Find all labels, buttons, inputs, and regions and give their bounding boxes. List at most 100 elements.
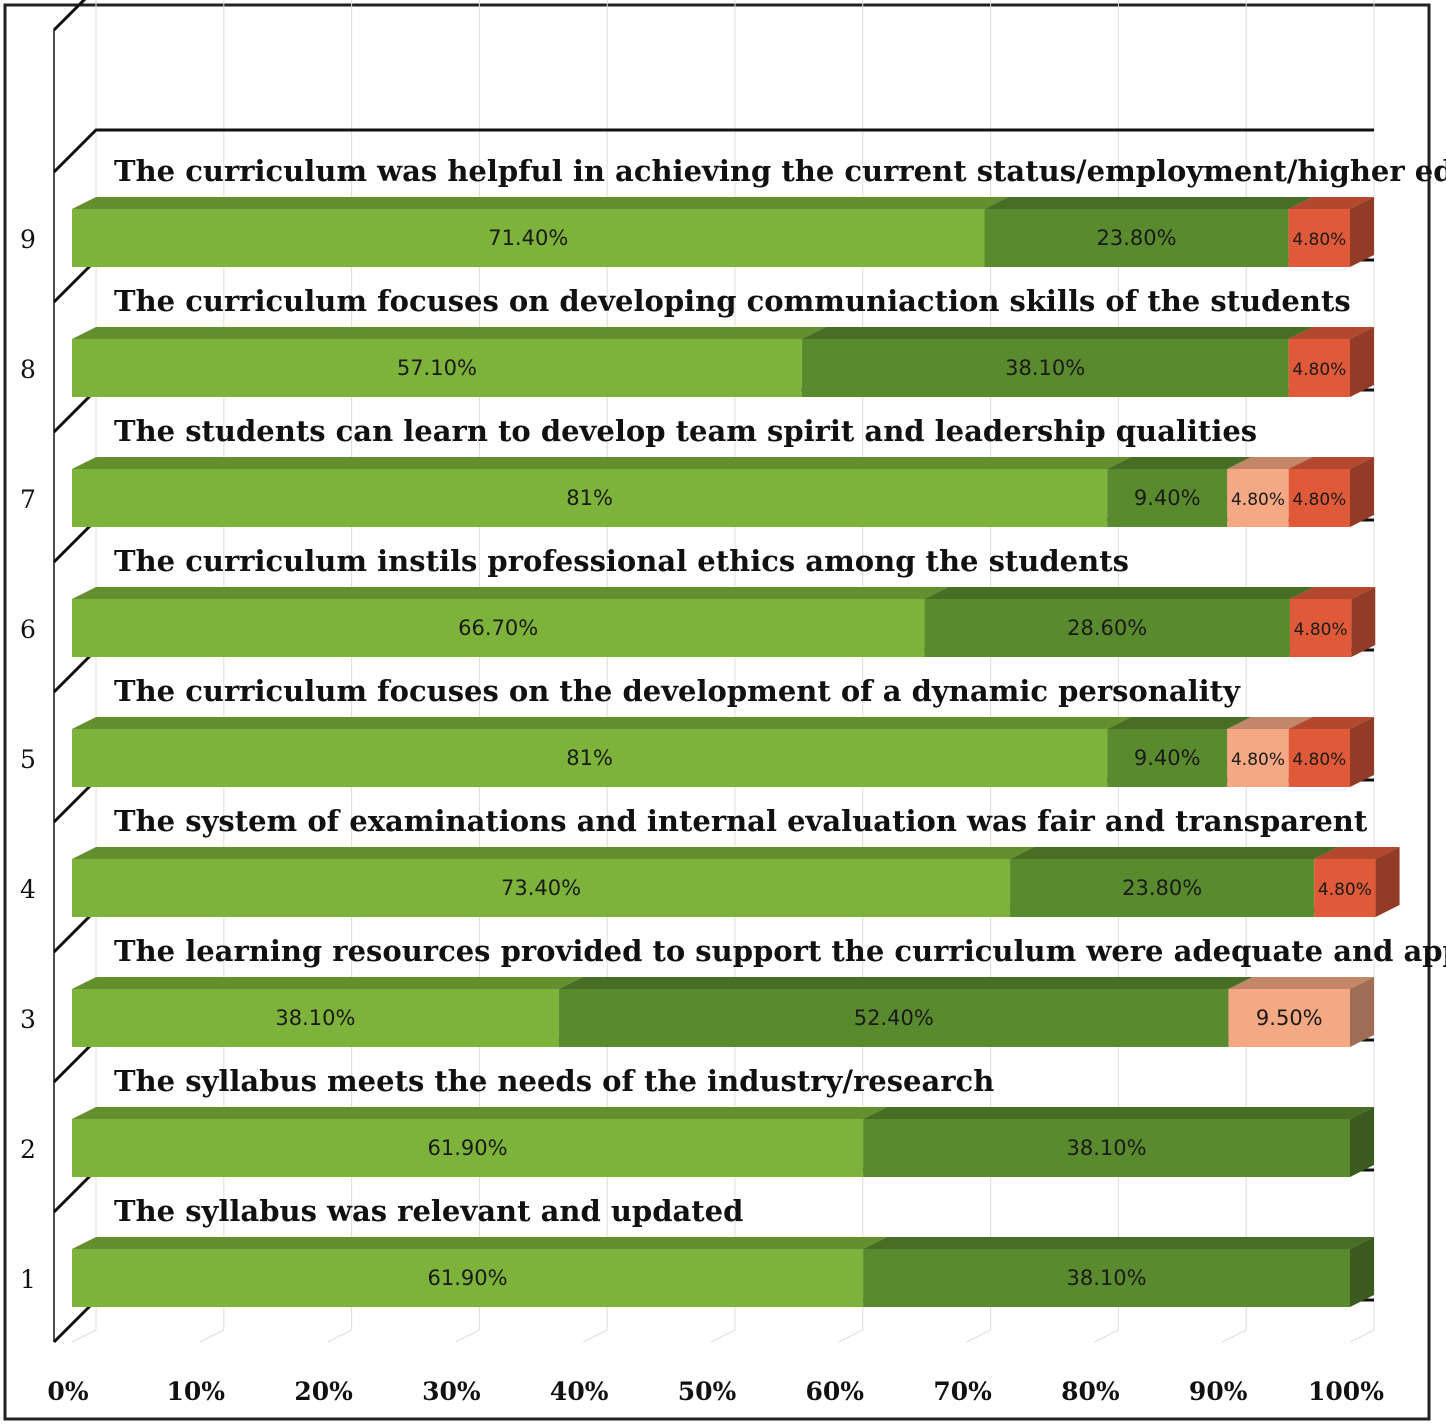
category-annotations: The syllabus was relevant and updated The… <box>114 154 1446 1228</box>
bar-segment <box>72 729 1108 787</box>
bar-end-cap <box>1350 1237 1374 1307</box>
bar-end-cap <box>1350 197 1374 267</box>
gridline-floor <box>1094 1329 1119 1343</box>
data-label: 9.40% <box>1134 486 1201 510</box>
bar-segment-top <box>1227 457 1313 469</box>
bar-segment <box>1288 209 1350 267</box>
data-label: 61.90% <box>428 1266 508 1290</box>
gridline-floor <box>582 1329 608 1343</box>
bar-segment-top <box>1228 977 1374 989</box>
bar-series <box>72 197 1400 1307</box>
x-tick-label: 50% <box>678 1377 737 1406</box>
gridline-floor <box>1221 1329 1247 1343</box>
y-tick-label: 3 <box>20 1005 36 1034</box>
bar-segment-top <box>984 197 1313 209</box>
bar-end-cap <box>1375 847 1400 917</box>
category-shelf <box>52 128 1374 174</box>
bar-segment <box>1288 339 1350 397</box>
data-label: 66.70% <box>458 616 538 640</box>
bar-segment <box>1288 729 1350 787</box>
bar-segment-top <box>863 1237 1374 1249</box>
bar-segment-top <box>801 327 1313 339</box>
bar-segment-top <box>924 587 1314 599</box>
category-annotation: The students can learn to develop team s… <box>114 414 1257 448</box>
x-tick-label: 70% <box>933 1377 992 1406</box>
bar-segment-top <box>558 977 1253 989</box>
bar-segment-top <box>1288 327 1374 339</box>
data-label: 61.90% <box>428 1136 508 1160</box>
x-tick-label: 40% <box>550 1377 609 1406</box>
data-label: 23.80% <box>1122 876 1202 900</box>
data-label: 38.10% <box>275 1006 355 1030</box>
data-label: 4.80% <box>1292 230 1346 250</box>
x-tick-label: 80% <box>1061 1377 1120 1406</box>
y-tick-label: 5 <box>20 745 36 774</box>
data-label: 57.10% <box>397 356 477 380</box>
x-tick-label: 30% <box>422 1377 481 1406</box>
gridline-floor <box>966 1329 991 1343</box>
bar-segment <box>1107 729 1228 787</box>
bar-segment <box>924 599 1290 657</box>
x-tick-label: 0% <box>47 1377 88 1406</box>
gridline-floor <box>838 1329 864 1343</box>
bar-segment-top <box>1227 717 1313 729</box>
bar-end-cap <box>1350 457 1374 527</box>
gridline-floor <box>71 1329 97 1343</box>
bar-segment <box>72 1119 864 1177</box>
bar-segment-top <box>72 327 826 339</box>
bar-segment <box>1227 469 1289 527</box>
bar-segment <box>558 989 1229 1047</box>
data-label: 4.80% <box>1231 750 1285 770</box>
bar-segment <box>72 209 985 267</box>
data-label: 4.80% <box>1231 490 1285 510</box>
bar-segment-top <box>1288 197 1374 209</box>
data-label: 81% <box>566 746 613 770</box>
y-tick-label: 7 <box>20 485 36 514</box>
bar-segment-top <box>72 717 1132 729</box>
y-tick-label: 8 <box>20 355 36 384</box>
bar-segment-top <box>72 1107 888 1119</box>
bar-segment <box>984 209 1289 267</box>
gridline-floor <box>199 1329 225 1343</box>
data-label: 4.80% <box>1294 620 1348 640</box>
data-label: 9.50% <box>1256 1006 1323 1030</box>
data-label: 4.80% <box>1292 490 1346 510</box>
bar-end-cap <box>1350 717 1374 787</box>
data-label: 4.80% <box>1292 750 1346 770</box>
bar-segment <box>72 859 1011 917</box>
data-label: 9.40% <box>1134 746 1201 770</box>
data-label: 38.10% <box>1067 1266 1147 1290</box>
y-tick-label: 6 <box>20 615 36 644</box>
y-tick-label: 4 <box>20 875 36 904</box>
bar-segment-top <box>72 457 1132 469</box>
category-annotation: The syllabus was relevant and updated <box>114 1194 743 1228</box>
category-annotation: The curriculum was helpful in achieving … <box>114 154 1446 188</box>
data-labels: 61.90% 38.10% 61.90% 38.10% 38.10% 52.40% 9.50… <box>275 226 1371 1290</box>
bar-segment-top <box>1107 457 1252 469</box>
data-label: 81% <box>566 486 613 510</box>
bar-segment <box>1010 859 1315 917</box>
wall-corner <box>52 0 87 32</box>
category-annotation: The system of examinations and internal … <box>114 804 1368 838</box>
bar-segment-top <box>72 587 949 599</box>
category-annotation: The syllabus meets the needs of the indu… <box>114 1064 994 1098</box>
x-tick-label: 90% <box>1189 1377 1248 1406</box>
bar-end-cap <box>1350 327 1374 397</box>
data-label: 28.60% <box>1067 616 1147 640</box>
bar-segment <box>863 1249 1350 1307</box>
bar-end-cap <box>1351 587 1376 657</box>
gridline-floor <box>455 1329 480 1343</box>
category-annotation: The curriculum focuses on the developmen… <box>114 674 1241 708</box>
bar-segment-top <box>1107 717 1252 729</box>
bar-segment-top <box>72 1237 888 1249</box>
category-annotation: The curriculum instils professional ethi… <box>114 544 1129 578</box>
x-axis-ticks: 0% 10% 20% 30% 40% 50% 60% 70% 80% 90% 100% <box>47 1377 1384 1406</box>
bar-segment-top <box>1314 847 1400 859</box>
category-annotation: The learning resources provided to suppo… <box>114 934 1446 968</box>
y-tick-label: 1 <box>20 1265 36 1294</box>
bar-segment <box>1314 859 1376 917</box>
bar-segment-top <box>1288 457 1374 469</box>
bar-segment <box>72 599 925 657</box>
y-tick-label: 9 <box>20 225 36 254</box>
bar-segment <box>1288 469 1350 527</box>
